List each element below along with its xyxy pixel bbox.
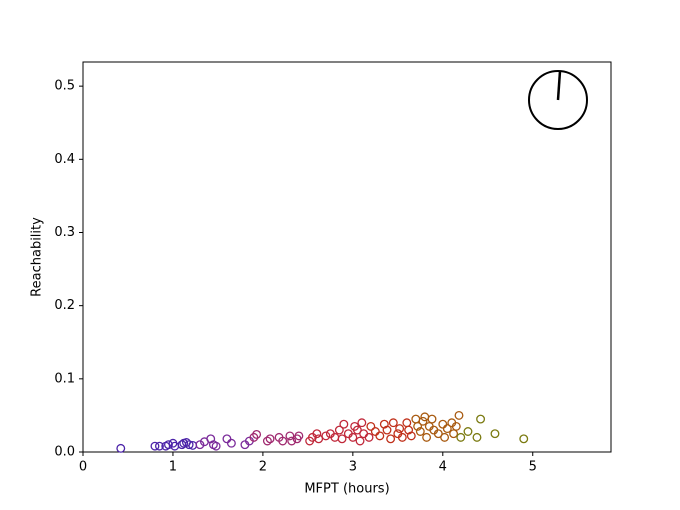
point [222, 434, 232, 444]
x-axis-label: MFPT (hours) [304, 482, 389, 497]
point [355, 436, 365, 446]
point [440, 432, 450, 442]
point [476, 414, 486, 424]
clock-icon [528, 70, 588, 130]
y-axis-label: Reachability [30, 217, 45, 297]
point [294, 431, 304, 441]
point [397, 432, 407, 442]
point [314, 434, 324, 444]
point [454, 410, 464, 420]
point [411, 414, 421, 424]
point [427, 414, 437, 424]
point [155, 441, 164, 451]
y-tick-label: 0.5 [54, 79, 75, 94]
point [463, 427, 473, 436]
x-tick-label: 1 [169, 460, 177, 475]
point [438, 419, 448, 429]
x-tick-label: 3 [349, 460, 357, 475]
point [226, 438, 236, 448]
point [413, 421, 423, 431]
point [519, 434, 529, 444]
point [357, 418, 367, 428]
point [395, 424, 405, 434]
point [406, 431, 416, 441]
point [370, 427, 380, 436]
point [451, 421, 461, 431]
point [337, 434, 347, 444]
x-tick-label: 4 [439, 460, 447, 475]
y-tick-label: 0.4 [54, 152, 75, 167]
point [287, 436, 297, 446]
point [285, 431, 295, 441]
point [195, 440, 205, 450]
plot-frame [82, 61, 612, 453]
point [386, 434, 396, 444]
y-tick-label: 0.1 [54, 371, 75, 386]
point [265, 434, 275, 444]
point [364, 432, 374, 442]
point [184, 440, 194, 450]
point [375, 431, 385, 441]
point [388, 418, 398, 428]
point [420, 412, 430, 422]
point [382, 425, 392, 435]
point [456, 432, 466, 442]
point [442, 424, 452, 434]
point [490, 429, 500, 439]
point [150, 441, 160, 451]
y-tick-label: 0.0 [54, 445, 75, 460]
point [262, 436, 272, 446]
point [116, 443, 126, 453]
point [422, 432, 432, 442]
point [211, 441, 221, 451]
point [366, 421, 376, 431]
point [472, 432, 482, 442]
point [418, 416, 428, 426]
point [348, 432, 358, 442]
point [321, 431, 331, 441]
x-tick-label: 2 [259, 460, 267, 475]
y-tick-label: 0.3 [54, 225, 75, 240]
point [249, 432, 259, 442]
x-tick-label: 5 [529, 460, 537, 475]
x-tick-label: 0 [79, 460, 87, 475]
point [415, 427, 425, 436]
point [402, 418, 412, 428]
point [252, 429, 262, 439]
point [312, 429, 322, 439]
point [334, 425, 344, 435]
y-tick-label: 0.2 [54, 298, 75, 313]
point [278, 436, 288, 446]
point [359, 429, 369, 439]
point [164, 440, 173, 450]
point [449, 429, 459, 439]
point [339, 419, 349, 429]
